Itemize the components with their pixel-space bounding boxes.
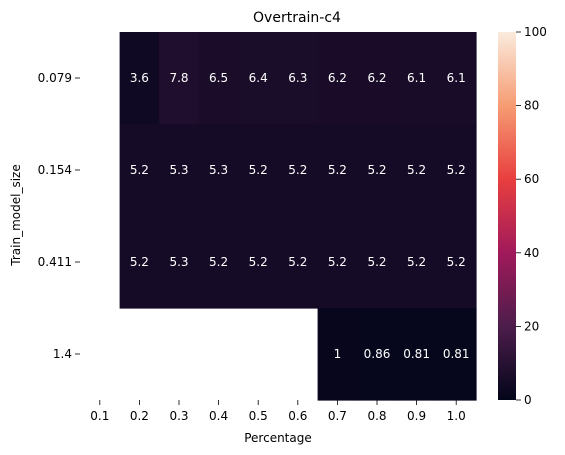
heatmap-cell — [278, 216, 319, 309]
x-tick-label: 0.2 — [130, 409, 149, 423]
heatmap-cell — [119, 32, 160, 125]
cell-value-label: 7.8 — [169, 71, 188, 85]
cell-value-label: 5.2 — [288, 255, 307, 269]
cell-value-label: 5.3 — [169, 163, 188, 177]
cell-value-label: 5.2 — [130, 163, 149, 177]
y-tick-label: 0.154 — [38, 163, 72, 177]
cell-value-label: 5.2 — [249, 255, 268, 269]
y-tick-label: 0.411 — [38, 255, 72, 269]
cell-value-label: 0.81 — [403, 347, 430, 361]
x-tick-label: 0.1 — [90, 409, 109, 423]
x-axis-label: Percentage — [244, 431, 312, 445]
heatmap-cell — [238, 32, 279, 125]
heatmap-cell — [396, 32, 437, 125]
heatmap-cell — [119, 216, 160, 309]
cell-value-label: 0.81 — [443, 347, 470, 361]
y-tick-label: 1.4 — [53, 347, 72, 361]
cell-value-label: 6.3 — [288, 71, 307, 85]
heatmap-cell — [198, 124, 239, 217]
heatmap-cell — [436, 124, 477, 217]
heatmap-cell — [357, 216, 398, 309]
cell-value-label: 6.2 — [367, 71, 386, 85]
colorbar-tick-label: 40 — [524, 246, 539, 260]
heatmap-cell — [317, 32, 358, 125]
colorbar-ticks: 0 20 40 60 80 100 — [516, 25, 547, 407]
colorbar-tick-label: 80 — [524, 99, 539, 113]
colorbar-tick-label: 0 — [524, 393, 532, 407]
heatmap-cell — [278, 32, 319, 125]
cell-value-label: 5.2 — [288, 163, 307, 177]
y-tick-label: 0.079 — [38, 71, 72, 85]
cell-value-label: 6.4 — [249, 71, 268, 85]
x-tick-label: 0.7 — [328, 409, 347, 423]
heatmap-cell — [357, 32, 398, 125]
heatmap-cell — [119, 124, 160, 217]
cell-value-label: 5.2 — [407, 163, 426, 177]
cell-value-label: 5.2 — [130, 255, 149, 269]
y-axis-label: Train_model_size — [9, 164, 23, 266]
heatmap-cell — [198, 32, 239, 125]
x-axis-ticks: 0.1 0.2 0.3 0.4 0.5 0.6 0.7 0.8 0.9 1.0 — [90, 400, 466, 423]
cell-value-label: 5.2 — [407, 255, 426, 269]
x-tick-label: 1.0 — [447, 409, 466, 423]
cell-value-label: 0.86 — [364, 347, 391, 361]
heatmap-cell — [396, 308, 437, 401]
cell-value-label: 6.1 — [447, 71, 466, 85]
heatmap-cell — [238, 216, 279, 309]
heatmap-cell — [238, 124, 279, 217]
heatmap-cell — [317, 216, 358, 309]
x-tick-label: 0.3 — [169, 409, 188, 423]
heatmap-cells: 3.6 7.8 6.5 6.4 6.3 6.2 6.2 6.1 6.1 5.2 5.3 5.3 5.2 5… — [119, 32, 477, 401]
colorbar-tick-label: 60 — [524, 172, 539, 186]
cell-value-label: 5.3 — [169, 255, 188, 269]
cell-value-label: 6.2 — [328, 71, 347, 85]
cell-value-label: 6.5 — [209, 71, 228, 85]
heatmap-cell — [436, 216, 477, 309]
x-tick-label: 0.6 — [288, 409, 307, 423]
heatmap-cell — [198, 216, 239, 309]
cell-value-label: 5.2 — [249, 163, 268, 177]
x-tick-label: 0.8 — [367, 409, 386, 423]
cell-value-label: 5.2 — [209, 255, 228, 269]
heatmap-cell — [357, 124, 398, 217]
cell-value-label: 5.2 — [447, 163, 466, 177]
chart-title: Overtrain-c4 — [253, 10, 341, 26]
cell-value-label: 5.2 — [447, 255, 466, 269]
cell-value-label: 5.2 — [367, 163, 386, 177]
heatmap-cell — [159, 216, 200, 309]
cell-value-label: 1 — [334, 347, 342, 361]
cell-value-label: 5.2 — [367, 255, 386, 269]
x-tick-label: 0.5 — [249, 409, 268, 423]
cell-value-label: 5.3 — [209, 163, 228, 177]
heatmap-cell — [436, 308, 477, 401]
colorbar — [498, 32, 516, 400]
y-axis-ticks: 0.079 0.154 0.411 1.4 — [38, 71, 80, 361]
cell-value-label: 5.2 — [328, 255, 347, 269]
heatmap-cell — [396, 124, 437, 217]
x-tick-label: 0.4 — [209, 409, 228, 423]
colorbar-tick-label: 100 — [524, 25, 547, 39]
cell-value-label: 5.2 — [328, 163, 347, 177]
heatmap-cell — [278, 124, 319, 217]
heatmap-cell — [317, 124, 358, 217]
cell-value-label: 6.1 — [407, 71, 426, 85]
heatmap-cell — [317, 308, 358, 401]
heatmap-cell — [436, 32, 477, 125]
heatmap-cell — [396, 216, 437, 309]
colorbar-tick-label: 20 — [524, 319, 539, 333]
x-tick-label: 0.9 — [407, 409, 426, 423]
heatmap-cell — [159, 32, 200, 125]
heatmap-cell — [357, 308, 398, 401]
cell-value-label: 3.6 — [130, 71, 149, 85]
heatmap-cell — [159, 124, 200, 217]
